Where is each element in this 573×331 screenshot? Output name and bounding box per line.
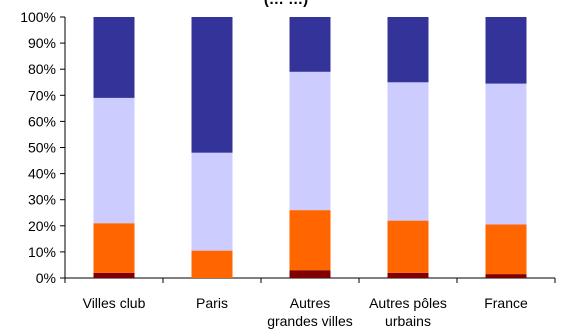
y-tick-label: 40% <box>28 166 56 182</box>
y-tick-label: 90% <box>28 35 56 51</box>
y-tick-label: 0% <box>36 270 56 286</box>
y-tick-label: 60% <box>28 113 56 129</box>
y-tick-label: 30% <box>28 192 56 208</box>
bar-segment-1 <box>387 272 429 278</box>
y-tick-label: 10% <box>28 244 56 260</box>
bar-segment-2 <box>191 250 233 278</box>
y-tick-label: 100% <box>20 9 56 25</box>
category-label: Paris <box>196 295 228 311</box>
bar-segment-2 <box>93 223 135 273</box>
bar-segment-2 <box>289 210 331 271</box>
bar-segment-2 <box>387 220 429 273</box>
bar-segment-1 <box>93 272 135 278</box>
y-tick-label: 80% <box>28 61 56 77</box>
bar-segment-2 <box>485 224 527 275</box>
bar-segment-1 <box>485 274 527 278</box>
bar-segment-4 <box>93 17 135 98</box>
bar-segment-4 <box>289 17 331 72</box>
y-tick-label: 50% <box>28 140 56 156</box>
bar-segment-3 <box>93 97 135 224</box>
bar-segment-1 <box>289 270 331 278</box>
bar-segment-3 <box>387 82 429 221</box>
y-tick-label: 20% <box>28 218 56 234</box>
category-label: grandes villes <box>267 313 353 329</box>
category-label: Autres pôles <box>369 295 447 311</box>
x-axis: Villes club Paris Autres grandes villes Autr… <box>64 277 556 329</box>
bar-segment-4 <box>485 17 527 84</box>
category-label: France <box>484 295 528 311</box>
y-tick-label: 70% <box>28 87 56 103</box>
category-label: Autres <box>290 295 330 311</box>
bar-segment-3 <box>485 83 527 225</box>
category-label: Villes club <box>83 295 146 311</box>
bar-segment-3 <box>289 71 331 211</box>
bar-segment-3 <box>191 152 233 251</box>
bar-segment-4 <box>387 17 429 83</box>
category-label: urbains <box>385 313 431 329</box>
bar-segment-4 <box>191 17 233 153</box>
y-axis: 0% 10% 20% 30% 40% 50% 60% 70% 80% 90% 100% <box>20 9 66 286</box>
chart-title: (… …) <box>264 0 308 8</box>
bars <box>93 17 527 278</box>
